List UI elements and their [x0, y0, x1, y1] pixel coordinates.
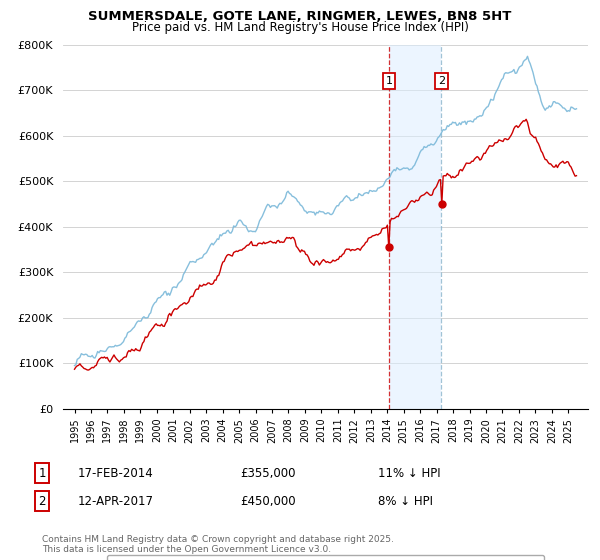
Text: 12-APR-2017: 12-APR-2017 [78, 494, 154, 508]
Legend: SUMMERSDALE, GOTE LANE, RINGMER, LEWES, BN8 5HT (detached house), HPI: Average p: SUMMERSDALE, GOTE LANE, RINGMER, LEWES, … [107, 555, 544, 560]
Text: SUMMERSDALE, GOTE LANE, RINGMER, LEWES, BN8 5HT: SUMMERSDALE, GOTE LANE, RINGMER, LEWES, … [88, 10, 512, 23]
Text: 2: 2 [437, 76, 445, 86]
Text: Price paid vs. HM Land Registry's House Price Index (HPI): Price paid vs. HM Land Registry's House … [131, 21, 469, 34]
Bar [389, 45, 441, 409]
Text: £450,000: £450,000 [240, 494, 296, 508]
Text: 11% ↓ HPI: 11% ↓ HPI [378, 466, 440, 480]
Text: 17-FEB-2014: 17-FEB-2014 [78, 466, 154, 480]
Text: Contains HM Land Registry data © Crown copyright and database right 2025.
This d: Contains HM Land Registry data © Crown c… [42, 535, 394, 554]
Text: 1: 1 [38, 466, 46, 480]
Text: 2: 2 [38, 494, 46, 508]
Text: 1: 1 [386, 76, 392, 86]
Text: 8% ↓ HPI: 8% ↓ HPI [378, 494, 433, 508]
Text: £355,000: £355,000 [240, 466, 296, 480]
